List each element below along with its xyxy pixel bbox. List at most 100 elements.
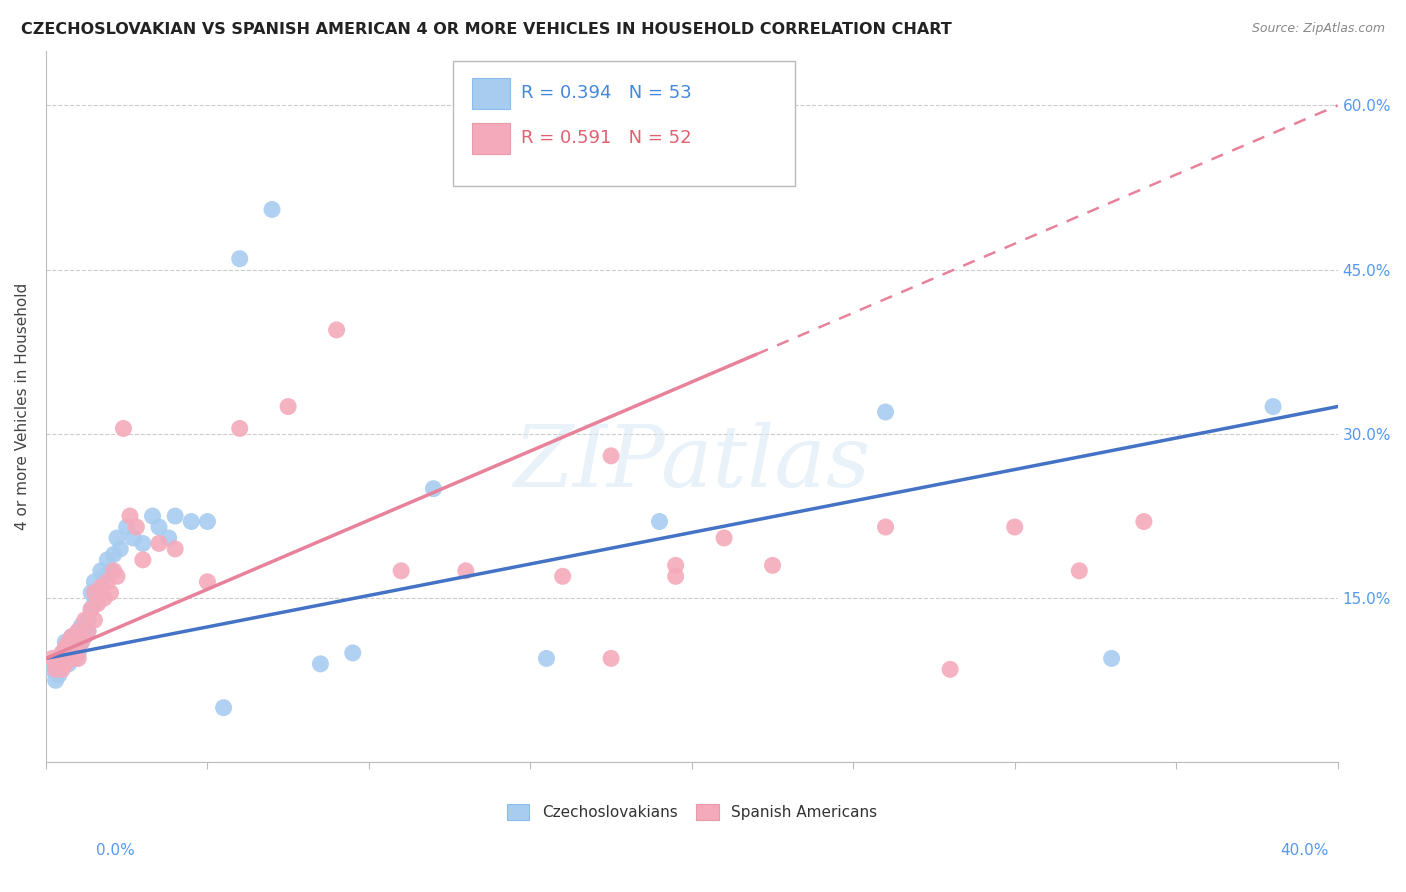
Point xyxy=(58,635,80,649)
Point xyxy=(228,252,250,266)
Point xyxy=(60,630,83,644)
Point xyxy=(41,662,63,676)
Point xyxy=(536,651,558,665)
Point xyxy=(90,564,112,578)
Point xyxy=(60,640,83,655)
Text: 40.0%: 40.0% xyxy=(1281,843,1329,858)
Point xyxy=(713,531,735,545)
Point xyxy=(70,635,93,649)
Text: 0.0%: 0.0% xyxy=(96,843,135,858)
Point xyxy=(53,640,76,655)
Point xyxy=(60,651,83,665)
Point xyxy=(939,662,962,676)
Point xyxy=(93,569,115,583)
Point xyxy=(112,421,135,435)
Point xyxy=(58,651,80,665)
Point xyxy=(277,400,299,414)
Point xyxy=(80,602,103,616)
Point xyxy=(165,541,187,556)
Point xyxy=(105,531,128,545)
Point xyxy=(77,624,100,638)
Point xyxy=(600,651,623,665)
Point xyxy=(70,635,93,649)
Point xyxy=(454,564,477,578)
Point xyxy=(67,624,90,638)
Point xyxy=(110,541,132,556)
FancyBboxPatch shape xyxy=(472,122,510,154)
Point xyxy=(51,646,73,660)
Point xyxy=(83,585,105,599)
Point xyxy=(125,520,148,534)
Point xyxy=(83,574,105,589)
Text: ZIPatlas: ZIPatlas xyxy=(513,422,870,505)
Point xyxy=(51,657,73,671)
Point xyxy=(48,651,70,665)
Point xyxy=(96,553,118,567)
Text: CZECHOSLOVAKIAN VS SPANISH AMERICAN 4 OR MORE VEHICLES IN HOUSEHOLD CORRELATION : CZECHOSLOVAKIAN VS SPANISH AMERICAN 4 OR… xyxy=(21,22,952,37)
Point xyxy=(58,657,80,671)
Point xyxy=(90,580,112,594)
Point xyxy=(73,630,96,644)
Point xyxy=(325,323,347,337)
Point xyxy=(103,548,125,562)
Point xyxy=(115,520,138,534)
Point xyxy=(875,520,897,534)
Point xyxy=(80,602,103,616)
Point xyxy=(51,646,73,660)
Point xyxy=(67,624,90,638)
Point xyxy=(132,536,155,550)
Point xyxy=(600,449,623,463)
Text: R = 0.394   N = 53: R = 0.394 N = 53 xyxy=(522,85,692,103)
Point xyxy=(1101,651,1123,665)
Point xyxy=(1133,515,1156,529)
Y-axis label: 4 or more Vehicles in Household: 4 or more Vehicles in Household xyxy=(15,283,30,530)
Point xyxy=(83,597,105,611)
Point xyxy=(77,624,100,638)
Point xyxy=(86,597,108,611)
Point xyxy=(83,613,105,627)
Point xyxy=(422,482,444,496)
Point xyxy=(1069,564,1091,578)
Point xyxy=(63,635,86,649)
Point xyxy=(157,531,180,545)
Point xyxy=(93,591,115,606)
Text: Source: ZipAtlas.com: Source: ZipAtlas.com xyxy=(1251,22,1385,36)
Point xyxy=(63,646,86,660)
Point xyxy=(96,574,118,589)
Point xyxy=(86,585,108,599)
Point xyxy=(148,520,170,534)
Point xyxy=(180,515,202,529)
Point xyxy=(48,668,70,682)
Point xyxy=(45,662,67,676)
Point xyxy=(67,651,90,665)
FancyBboxPatch shape xyxy=(472,78,510,109)
Point xyxy=(1004,520,1026,534)
Point xyxy=(118,509,141,524)
Point xyxy=(45,673,67,688)
Point xyxy=(41,651,63,665)
Point xyxy=(197,515,219,529)
Point xyxy=(141,509,163,524)
Point xyxy=(761,558,783,573)
Point xyxy=(309,657,332,671)
Point xyxy=(260,202,283,217)
Point xyxy=(122,531,145,545)
Point xyxy=(103,564,125,578)
Point xyxy=(53,657,76,671)
Point xyxy=(148,536,170,550)
Point xyxy=(63,651,86,665)
Point xyxy=(132,553,155,567)
Point xyxy=(63,635,86,649)
Point xyxy=(70,618,93,632)
Point xyxy=(73,613,96,627)
Point xyxy=(228,421,250,435)
Point xyxy=(100,564,122,578)
Point xyxy=(342,646,364,660)
Point xyxy=(48,651,70,665)
Point xyxy=(665,569,688,583)
Point xyxy=(53,651,76,665)
Point xyxy=(648,515,671,529)
Point xyxy=(551,569,574,583)
Point xyxy=(389,564,412,578)
Point xyxy=(665,558,688,573)
